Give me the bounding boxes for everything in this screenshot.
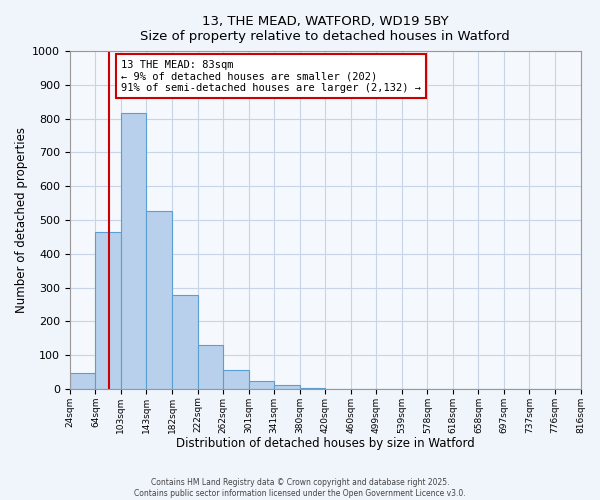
Bar bbox=[146, 210, 172, 389]
Title: 13, THE MEAD, WATFORD, WD19 5BY
Size of property relative to detached houses in : 13, THE MEAD, WATFORD, WD19 5BY Size of … bbox=[140, 15, 510, 43]
Bar bbox=[274, 385, 299, 389]
Bar bbox=[172, 295, 197, 389]
X-axis label: Distribution of detached houses by size in Watford: Distribution of detached houses by size … bbox=[176, 437, 475, 450]
Bar bbox=[70, 374, 95, 389]
Y-axis label: Number of detached properties: Number of detached properties bbox=[15, 127, 28, 313]
Bar bbox=[197, 345, 223, 389]
Text: Contains HM Land Registry data © Crown copyright and database right 2025.
Contai: Contains HM Land Registry data © Crown c… bbox=[134, 478, 466, 498]
Bar bbox=[248, 381, 274, 389]
Bar bbox=[223, 370, 248, 389]
Bar bbox=[121, 112, 146, 389]
Bar bbox=[299, 388, 325, 389]
Text: 13 THE MEAD: 83sqm
← 9% of detached houses are smaller (202)
91% of semi-detache: 13 THE MEAD: 83sqm ← 9% of detached hous… bbox=[121, 60, 421, 93]
Bar bbox=[95, 232, 121, 389]
